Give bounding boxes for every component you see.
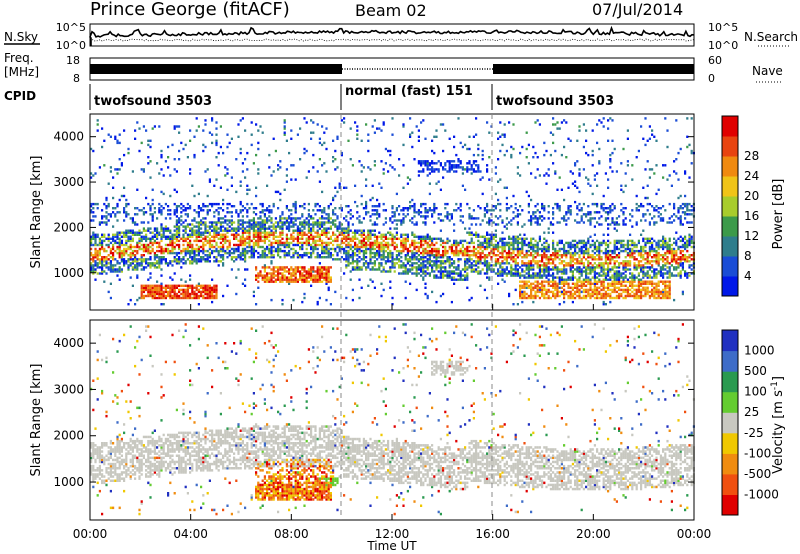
x-tick-label-5: 20:00 bbox=[576, 527, 611, 541]
vel-cbar-swatch-8 bbox=[722, 330, 738, 352]
cpid-seg-3: twofsound 3503 bbox=[496, 94, 614, 109]
vel-cbar-frame bbox=[721, 329, 739, 516]
vel-cbar-swatch-6 bbox=[722, 371, 738, 393]
nsky-label: N.Sky bbox=[4, 30, 38, 44]
velocity-ytick-label-0: 1000 bbox=[53, 475, 84, 489]
cpid-label: CPID bbox=[4, 89, 36, 103]
x-axis: 00:00 04:00 08:00 12:00 16:00 20:00 00:00 bbox=[73, 304, 712, 541]
x-tick-label-1: 04:00 bbox=[173, 527, 208, 541]
power-ylabel: Slant Range [km] bbox=[29, 156, 44, 269]
power-cbar-tick-0: 4 bbox=[744, 269, 752, 283]
power-cbar-swatch-8 bbox=[722, 116, 738, 137]
power-cbar-label: Power [dB] bbox=[771, 179, 786, 250]
nsky-line bbox=[89, 25, 695, 46]
power-cbar-tick-3: 16 bbox=[744, 209, 759, 223]
x-axis-label: Time UT bbox=[366, 539, 417, 553]
vel-cbar-tick-0: -1000 bbox=[744, 487, 779, 501]
cpid-seg-2: normal (fast) 151 bbox=[345, 84, 473, 99]
freq-bar-1 bbox=[90, 64, 342, 74]
x-tick-label-3: 12:00 bbox=[375, 527, 410, 541]
nsearch-label: N.Search bbox=[744, 30, 798, 44]
noise-tick-right-top: 10^5 bbox=[708, 21, 738, 34]
velocity-colorbar: -1000 -500 -100 -25 25 100 500 1000 bbox=[721, 329, 779, 516]
velocity-ytick-label-1: 2000 bbox=[53, 429, 84, 443]
vel-cbar-swatch-0 bbox=[722, 494, 738, 516]
power-ytick-label-3: 4000 bbox=[53, 130, 84, 144]
vel-cbar-swatch-4 bbox=[722, 412, 738, 434]
power-heatmap bbox=[90, 117, 695, 306]
cpid-seg-1: twofsound 3503 bbox=[94, 94, 212, 109]
power-ytick-label-2: 3000 bbox=[53, 175, 84, 189]
vel-cbar-tick-5: 100 bbox=[744, 385, 767, 399]
power-ytick-label-0: 1000 bbox=[53, 266, 84, 280]
vel-cbar-swatch-3 bbox=[722, 432, 738, 454]
freq-tick-left-top: 18 bbox=[66, 54, 80, 67]
vel-cbar-tick-6: 500 bbox=[744, 364, 767, 378]
velocity-panel-frame bbox=[89, 319, 695, 521]
freq-tick-right-top: 60 bbox=[708, 54, 722, 67]
date-label: 07/Jul/2014 bbox=[592, 0, 683, 19]
power-cbar-tick-6: 28 bbox=[744, 149, 759, 163]
velocity-yticks: 1000 2000 3000 4000 bbox=[53, 336, 694, 489]
power-cbar-swatch-0 bbox=[722, 276, 738, 297]
noise-tick-left-top: 10^5 bbox=[56, 21, 86, 34]
velocity-cbar-label-main: Velocity [m s bbox=[771, 390, 786, 474]
vel-cbar-tick-2: -100 bbox=[744, 446, 771, 460]
velocity-ytick-label-2: 3000 bbox=[53, 382, 84, 396]
vel-cbar-swatch-2 bbox=[722, 453, 738, 475]
power-cbar-tick-1: 8 bbox=[744, 249, 752, 263]
power-cbar-swatch-6 bbox=[722, 156, 738, 177]
noise-tick-right-bottom: 10^0 bbox=[708, 39, 738, 52]
power-cbar-tick-5: 24 bbox=[744, 169, 759, 183]
power-cbar-swatch-3 bbox=[722, 216, 738, 237]
noise-tick-left-bottom: 10^0 bbox=[56, 39, 86, 52]
velocity-heatmap bbox=[90, 323, 695, 516]
power-yticks: 1000 2000 3000 4000 bbox=[53, 130, 694, 280]
power-cbar-tick-2: 12 bbox=[744, 229, 759, 243]
power-ytick-label-1: 2000 bbox=[53, 220, 84, 234]
velocity-cbar-label-end: ] bbox=[771, 376, 786, 381]
power-cbar-swatch-1 bbox=[722, 256, 738, 277]
vel-cbar-swatch-1 bbox=[722, 473, 738, 495]
x-tick-label-4: 16:00 bbox=[475, 527, 510, 541]
velocity-ylabel: Slant Range [km] bbox=[29, 364, 44, 477]
freq-unit: [MHz] bbox=[4, 65, 39, 79]
vel-cbar-tick-4: 25 bbox=[744, 405, 759, 419]
freq-tick-left-bottom: 8 bbox=[73, 72, 80, 85]
power-cbar-frame bbox=[721, 115, 739, 297]
power-colorbar: 4 8 12 16 20 24 28 bbox=[721, 115, 759, 297]
power-cbar-swatch-4 bbox=[722, 196, 738, 217]
freq-label: Freq. bbox=[4, 51, 34, 65]
velocity-ytick-label-3: 4000 bbox=[53, 336, 84, 350]
power-cbar-tick-4: 20 bbox=[744, 189, 759, 203]
power-cbar-swatch-7 bbox=[722, 136, 738, 157]
velocity-cbar-label-sup: -1 bbox=[770, 381, 780, 390]
velocity-cbar-label: Velocity [m s-1] bbox=[770, 376, 786, 474]
station-title: Prince George (fitACF) bbox=[90, 0, 290, 20]
vel-cbar-tick-3: -25 bbox=[744, 426, 764, 440]
vel-cbar-swatch-5 bbox=[722, 391, 738, 413]
x-tick-label-2: 08:00 bbox=[274, 527, 309, 541]
power-cbar-swatch-5 bbox=[722, 176, 738, 197]
freq-tick-right-bottom: 0 bbox=[708, 72, 715, 85]
power-cbar-swatch-2 bbox=[722, 236, 738, 257]
freq-bar-2 bbox=[493, 64, 694, 74]
x-tick-label-6: 00:00 bbox=[677, 527, 712, 541]
beam-label: Beam 02 bbox=[355, 1, 427, 20]
vel-cbar-tick-1: -500 bbox=[744, 467, 771, 481]
nsearch-line bbox=[89, 38, 695, 42]
nave-label: Nave bbox=[752, 64, 783, 78]
vel-cbar-tick-7: 1000 bbox=[744, 344, 775, 358]
x-tick-label-0: 00:00 bbox=[73, 527, 108, 541]
vel-cbar-swatch-7 bbox=[722, 350, 738, 372]
